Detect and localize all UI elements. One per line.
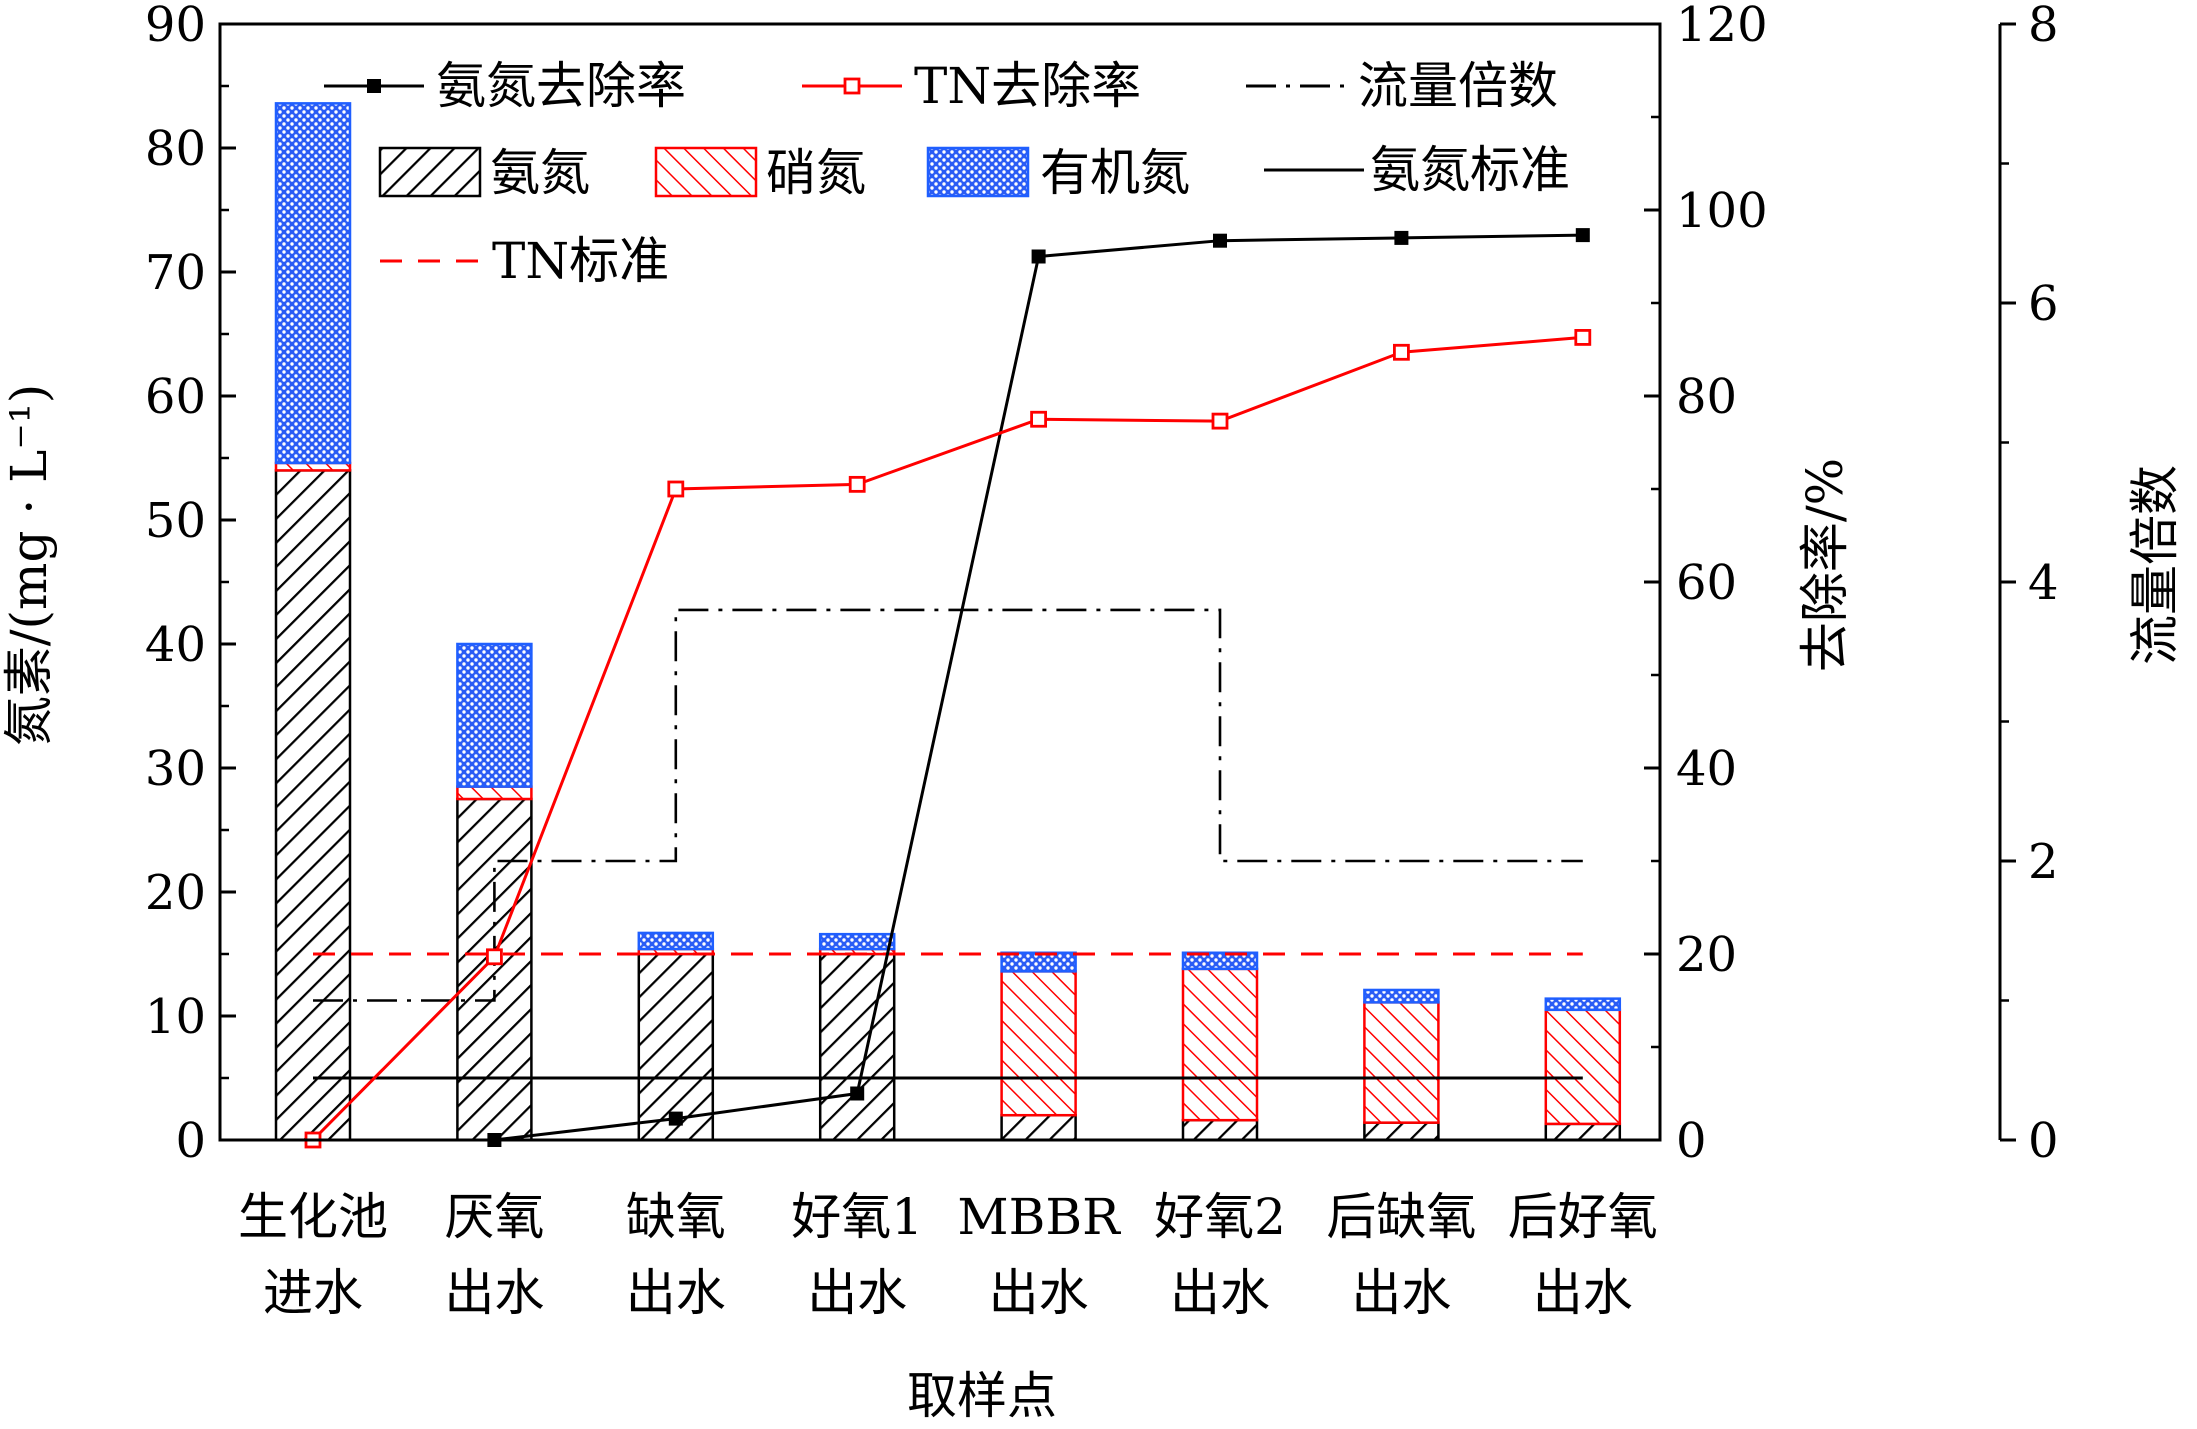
y2-tick-label-2: 40 <box>1676 741 1737 797</box>
x-tick-label-7-line2: 出水 <box>1533 1264 1633 1322</box>
bar-ammonia-0 <box>274 469 352 1142</box>
bar-organic-4 <box>1000 951 1077 973</box>
bar-nitrate-1 <box>456 785 533 801</box>
x-tick-label-7-line1: 后好氧 <box>1508 1188 1658 1246</box>
bar-nitrate-5 <box>1181 967 1259 1122</box>
y-tick-label-4: 40 <box>145 617 206 673</box>
bar-nitrate-4 <box>1000 970 1077 1117</box>
tn-removal-point-6 <box>1393 343 1410 361</box>
legend-organic-swatch <box>926 146 1030 198</box>
legend-label-3: 氨氮 <box>490 144 590 202</box>
y-tick-label-1: 10 <box>145 989 206 1045</box>
x-tick-label-2-line2: 出水 <box>626 1264 726 1322</box>
legend-label-0: 氨氮去除率 <box>436 57 686 115</box>
y-tick-label-3: 30 <box>145 741 206 797</box>
tn-removal-point-1 <box>485 948 503 966</box>
bar-organic-7 <box>1544 997 1622 1012</box>
y3-tick-label-2: 4 <box>2028 555 2059 611</box>
legend-label-6: 氨氮标准 <box>1370 141 1570 199</box>
flow-ratio-line <box>313 608 1583 1002</box>
bar-ammonia-4 <box>1000 1113 1077 1142</box>
bar-ammonia-1 <box>456 797 533 1142</box>
x-tick-label-6-line1: 后缺氧 <box>1326 1188 1476 1246</box>
bar-nitrate-6 <box>1363 1001 1440 1124</box>
y-tick-label-8: 80 <box>145 121 206 177</box>
bar-organic-3 <box>818 932 896 951</box>
stacked-bars <box>274 102 1622 1142</box>
axes: 0 10 20 30 40 50 60 70 80 90 0 20 40 60 80 100 120 0 2 4 6 8 生… <box>145 0 2059 1322</box>
legend-label-7: TN标准 <box>492 232 669 290</box>
bar-nitrate-7 <box>1544 1008 1622 1126</box>
x-tick-label-1-line1: 厌氧 <box>444 1188 544 1246</box>
y-tick-label-0: 0 <box>175 1113 206 1169</box>
y3-tick-label-4: 8 <box>2028 0 2059 53</box>
flow-ratio-path <box>313 608 1583 1002</box>
legend-tn-removal-marker <box>843 77 861 95</box>
legend-nitrate-swatch <box>654 146 758 198</box>
legend-label-2: 流量倍数 <box>1358 57 1558 115</box>
tn-removal-point-2 <box>667 480 685 498</box>
x-tick-label-3-line1: 好氧1 <box>791 1188 923 1246</box>
y-tick-label-6: 60 <box>145 369 206 425</box>
x-tick-label-0-line1: 生化池 <box>238 1188 388 1246</box>
bar-organic-5 <box>1181 951 1259 971</box>
x-axis-label: 取样点 <box>907 1367 1057 1425</box>
ammonia-removal-point-6 <box>1575 228 1590 243</box>
y-tick-label-5: 50 <box>145 493 206 549</box>
x-tick-label-3-line2: 出水 <box>807 1264 907 1322</box>
y3-axis-label: 流量倍数 <box>2126 465 2184 665</box>
x-tick-label-5-line2: 出水 <box>1170 1264 1270 1322</box>
legend-ammonia-removal-marker <box>367 79 381 93</box>
y3-tick-label-1: 2 <box>2028 834 2059 890</box>
bar-ammonia-5 <box>1181 1118 1259 1142</box>
ammonia-removal-point-3 <box>1031 249 1046 264</box>
bar-organic-2 <box>637 931 715 951</box>
legend-label-4: 硝氮 <box>766 144 866 202</box>
removal-rate-lines <box>304 228 1592 1149</box>
y2-tick-label-0: 0 <box>1676 1113 1707 1169</box>
y2-tick-label-4: 80 <box>1676 369 1737 425</box>
y2-tick-label-1: 20 <box>1676 927 1737 983</box>
tn-removal-line <box>311 335 1583 1142</box>
bar-ammonia-3 <box>818 952 896 1142</box>
bar-organic-0 <box>274 102 352 465</box>
x-tick-label-4-line1: MBBR <box>957 1188 1121 1246</box>
bar-ammonia-7 <box>1544 1122 1622 1142</box>
x-tick-label-0-line2: 进水 <box>263 1264 363 1322</box>
legend-label-5: 有机氮 <box>1040 144 1190 202</box>
bar-ammonia-6 <box>1363 1121 1440 1142</box>
legend-ammonia-swatch <box>378 146 482 198</box>
y2-tick-label-3: 60 <box>1676 555 1737 611</box>
tn-removal-point-3 <box>848 475 866 493</box>
y3-tick-label-3: 6 <box>2028 276 2059 332</box>
x-tick-label-4-line2: 出水 <box>989 1264 1089 1322</box>
x-tick-label-6-line2: 出水 <box>1351 1264 1451 1322</box>
x-tick-label-1-line2: 出水 <box>444 1264 544 1322</box>
bar-organic-6 <box>1363 988 1440 1004</box>
ammonia-removal-point-4 <box>1213 233 1227 248</box>
bar-organic-1 <box>456 642 533 788</box>
ammonia-removal-point-1 <box>668 1111 683 1126</box>
tn-removal-point-7 <box>1574 329 1592 346</box>
tn-removal-point-4 <box>1030 410 1047 428</box>
ammonia-removal-point-5 <box>1394 230 1409 245</box>
ammonia-removal-point-2 <box>850 1086 865 1101</box>
y2-tick-label-5: 100 <box>1676 183 1768 239</box>
x-tick-label-5-line1: 好氧2 <box>1154 1188 1286 1246</box>
standard-lines <box>313 952 1583 1080</box>
x-tick-label-2-line1: 缺氧 <box>626 1188 726 1246</box>
y-tick-label-7: 70 <box>145 245 206 301</box>
y-axis-label: 氮素/(mg · L⁻¹) <box>0 384 58 747</box>
tn-removal-point-5 <box>1211 412 1229 430</box>
y-tick-label-2: 20 <box>145 865 206 921</box>
y2-axis-label: 去除率/% <box>1796 458 1854 672</box>
y2-tick-label-6: 120 <box>1676 0 1768 53</box>
y3-tick-label-0: 0 <box>2028 1113 2059 1169</box>
legend-label-1: TN去除率 <box>914 57 1141 115</box>
y-tick-label-9: 90 <box>145 0 206 53</box>
